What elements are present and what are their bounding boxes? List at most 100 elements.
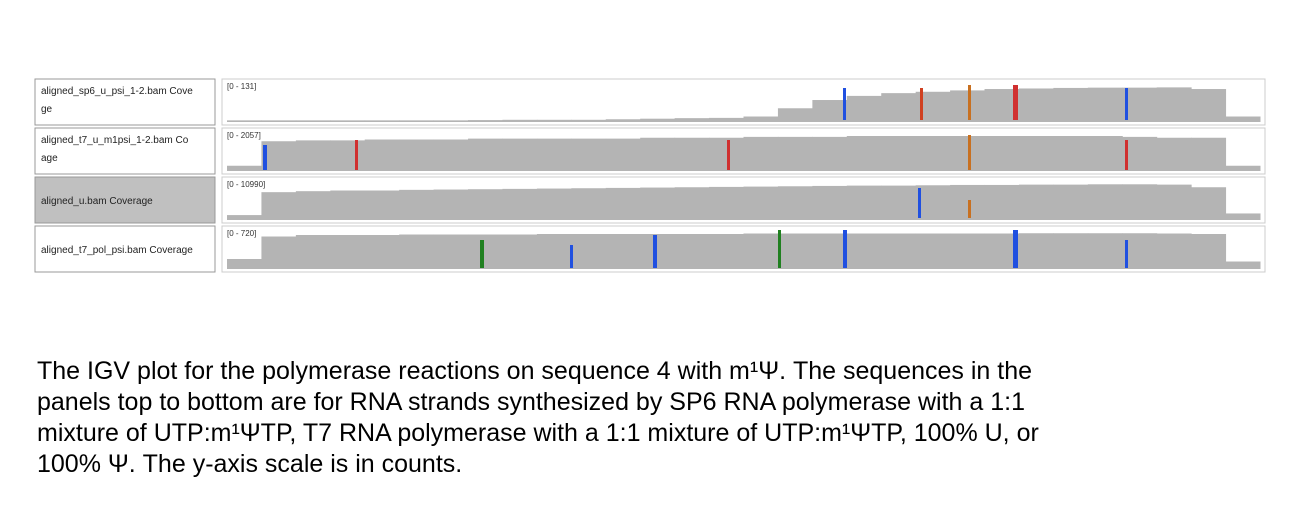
variant-bar xyxy=(263,145,267,170)
coverage-bar xyxy=(261,192,297,220)
coverage-bar xyxy=(1087,184,1123,220)
coverage-bar xyxy=(1225,213,1261,220)
variant-bar xyxy=(968,85,971,120)
coverage-bar xyxy=(571,138,607,171)
variant-bar xyxy=(480,240,484,268)
coverage-bar xyxy=(1225,165,1261,171)
coverage-bar xyxy=(846,185,882,220)
coverage-bar xyxy=(571,119,607,122)
coverage-bar xyxy=(674,234,710,269)
coverage-bar xyxy=(640,137,676,171)
coverage-bar xyxy=(364,190,400,220)
coverage-bar xyxy=(399,120,435,122)
coverage-bar xyxy=(330,190,366,220)
coverage-bar xyxy=(1018,233,1054,269)
coverage-bar xyxy=(502,234,538,269)
coverage-bar xyxy=(605,234,641,269)
variant-bar xyxy=(355,140,358,170)
coverage-bar xyxy=(571,234,607,269)
variant-bar xyxy=(843,88,846,120)
coverage-bar xyxy=(536,119,572,122)
coverage-bar xyxy=(984,135,1020,171)
coverage-bar xyxy=(502,138,538,171)
coverage-bar xyxy=(1191,137,1227,171)
coverage-bar xyxy=(1156,233,1192,269)
coverage-bar xyxy=(812,233,848,269)
coverage-bar xyxy=(709,117,744,122)
track-range: [0 - 10990] xyxy=(227,180,265,189)
coverage-bar xyxy=(1087,87,1123,122)
coverage-bar xyxy=(915,233,951,269)
coverage-bar xyxy=(984,184,1020,220)
coverage-bar xyxy=(295,235,331,269)
coverage-bar xyxy=(261,120,297,122)
coverage-bar xyxy=(330,140,366,171)
coverage-bar xyxy=(640,118,676,122)
coverage-bar xyxy=(468,234,503,269)
caption-line: mixture of UTP:m¹ΨTP, T7 RNA polymerase … xyxy=(37,419,1039,447)
coverage-bar xyxy=(1053,87,1089,122)
coverage-bar xyxy=(950,90,986,122)
coverage-bar xyxy=(536,138,572,171)
coverage-bar xyxy=(1191,187,1227,220)
coverage-bar xyxy=(1053,233,1089,269)
coverage-bar xyxy=(433,234,469,269)
coverage-bar xyxy=(950,184,986,220)
coverage-bar xyxy=(227,165,262,171)
variant-bar xyxy=(653,235,657,268)
coverage-bar xyxy=(709,234,744,269)
coverage-bar xyxy=(674,137,710,171)
coverage-bar xyxy=(915,185,951,220)
track-name: aligned_t7_u_m1psi_1-2.bam Co xyxy=(41,135,189,146)
coverage-bar xyxy=(571,188,607,220)
coverage-bar xyxy=(1122,87,1158,122)
caption-line: panels top to bottom are for RNA strands… xyxy=(37,388,1026,416)
variant-bar xyxy=(968,200,971,218)
coverage-bar xyxy=(1018,88,1054,122)
coverage-bar xyxy=(1156,137,1192,171)
coverage-bar xyxy=(846,233,882,269)
variant-bar xyxy=(1013,230,1018,268)
coverage-bar xyxy=(1225,261,1261,269)
variant-bar xyxy=(778,230,781,268)
coverage-bar xyxy=(536,234,572,269)
caption-line: The IGV plot for the polymerase reaction… xyxy=(37,357,1033,385)
coverage-bar xyxy=(399,234,435,269)
coverage-bar xyxy=(1122,184,1158,220)
coverage-bar xyxy=(227,259,262,269)
coverage-bar xyxy=(1053,184,1089,220)
coverage-bar xyxy=(743,233,779,269)
track-range: [0 - 2057] xyxy=(227,131,261,140)
track-name-box xyxy=(34,78,216,126)
coverage-bar xyxy=(777,186,813,220)
coverage-bar xyxy=(743,186,779,220)
coverage-bar xyxy=(364,235,400,269)
variant-bar xyxy=(1013,85,1018,120)
coverage-bar xyxy=(846,95,882,122)
coverage-bar xyxy=(433,189,469,220)
coverage-bar xyxy=(399,139,435,171)
coverage-bar xyxy=(1191,89,1227,122)
coverage-bar xyxy=(674,118,710,122)
coverage-bar xyxy=(1018,135,1054,171)
coverage-bar xyxy=(433,139,469,171)
coverage-bar xyxy=(261,236,297,269)
variant-bars xyxy=(263,85,1128,268)
variant-bar xyxy=(570,245,573,268)
coverage-bar xyxy=(1156,184,1192,220)
coverage-bar xyxy=(674,187,710,220)
coverage-bar xyxy=(881,185,917,220)
coverage-bar xyxy=(433,120,469,122)
coverage-bar xyxy=(605,187,641,220)
variant-bar xyxy=(1125,240,1128,268)
coverage-bar xyxy=(227,120,262,122)
coverage-bar xyxy=(1122,136,1158,171)
coverage-bar xyxy=(1122,233,1158,269)
coverage-bar xyxy=(1087,135,1123,171)
coverage-bar xyxy=(502,188,538,220)
coverage-bar xyxy=(330,235,366,269)
coverage-bar xyxy=(881,233,917,269)
coverage-bar xyxy=(881,135,917,171)
variant-bar xyxy=(920,88,923,120)
